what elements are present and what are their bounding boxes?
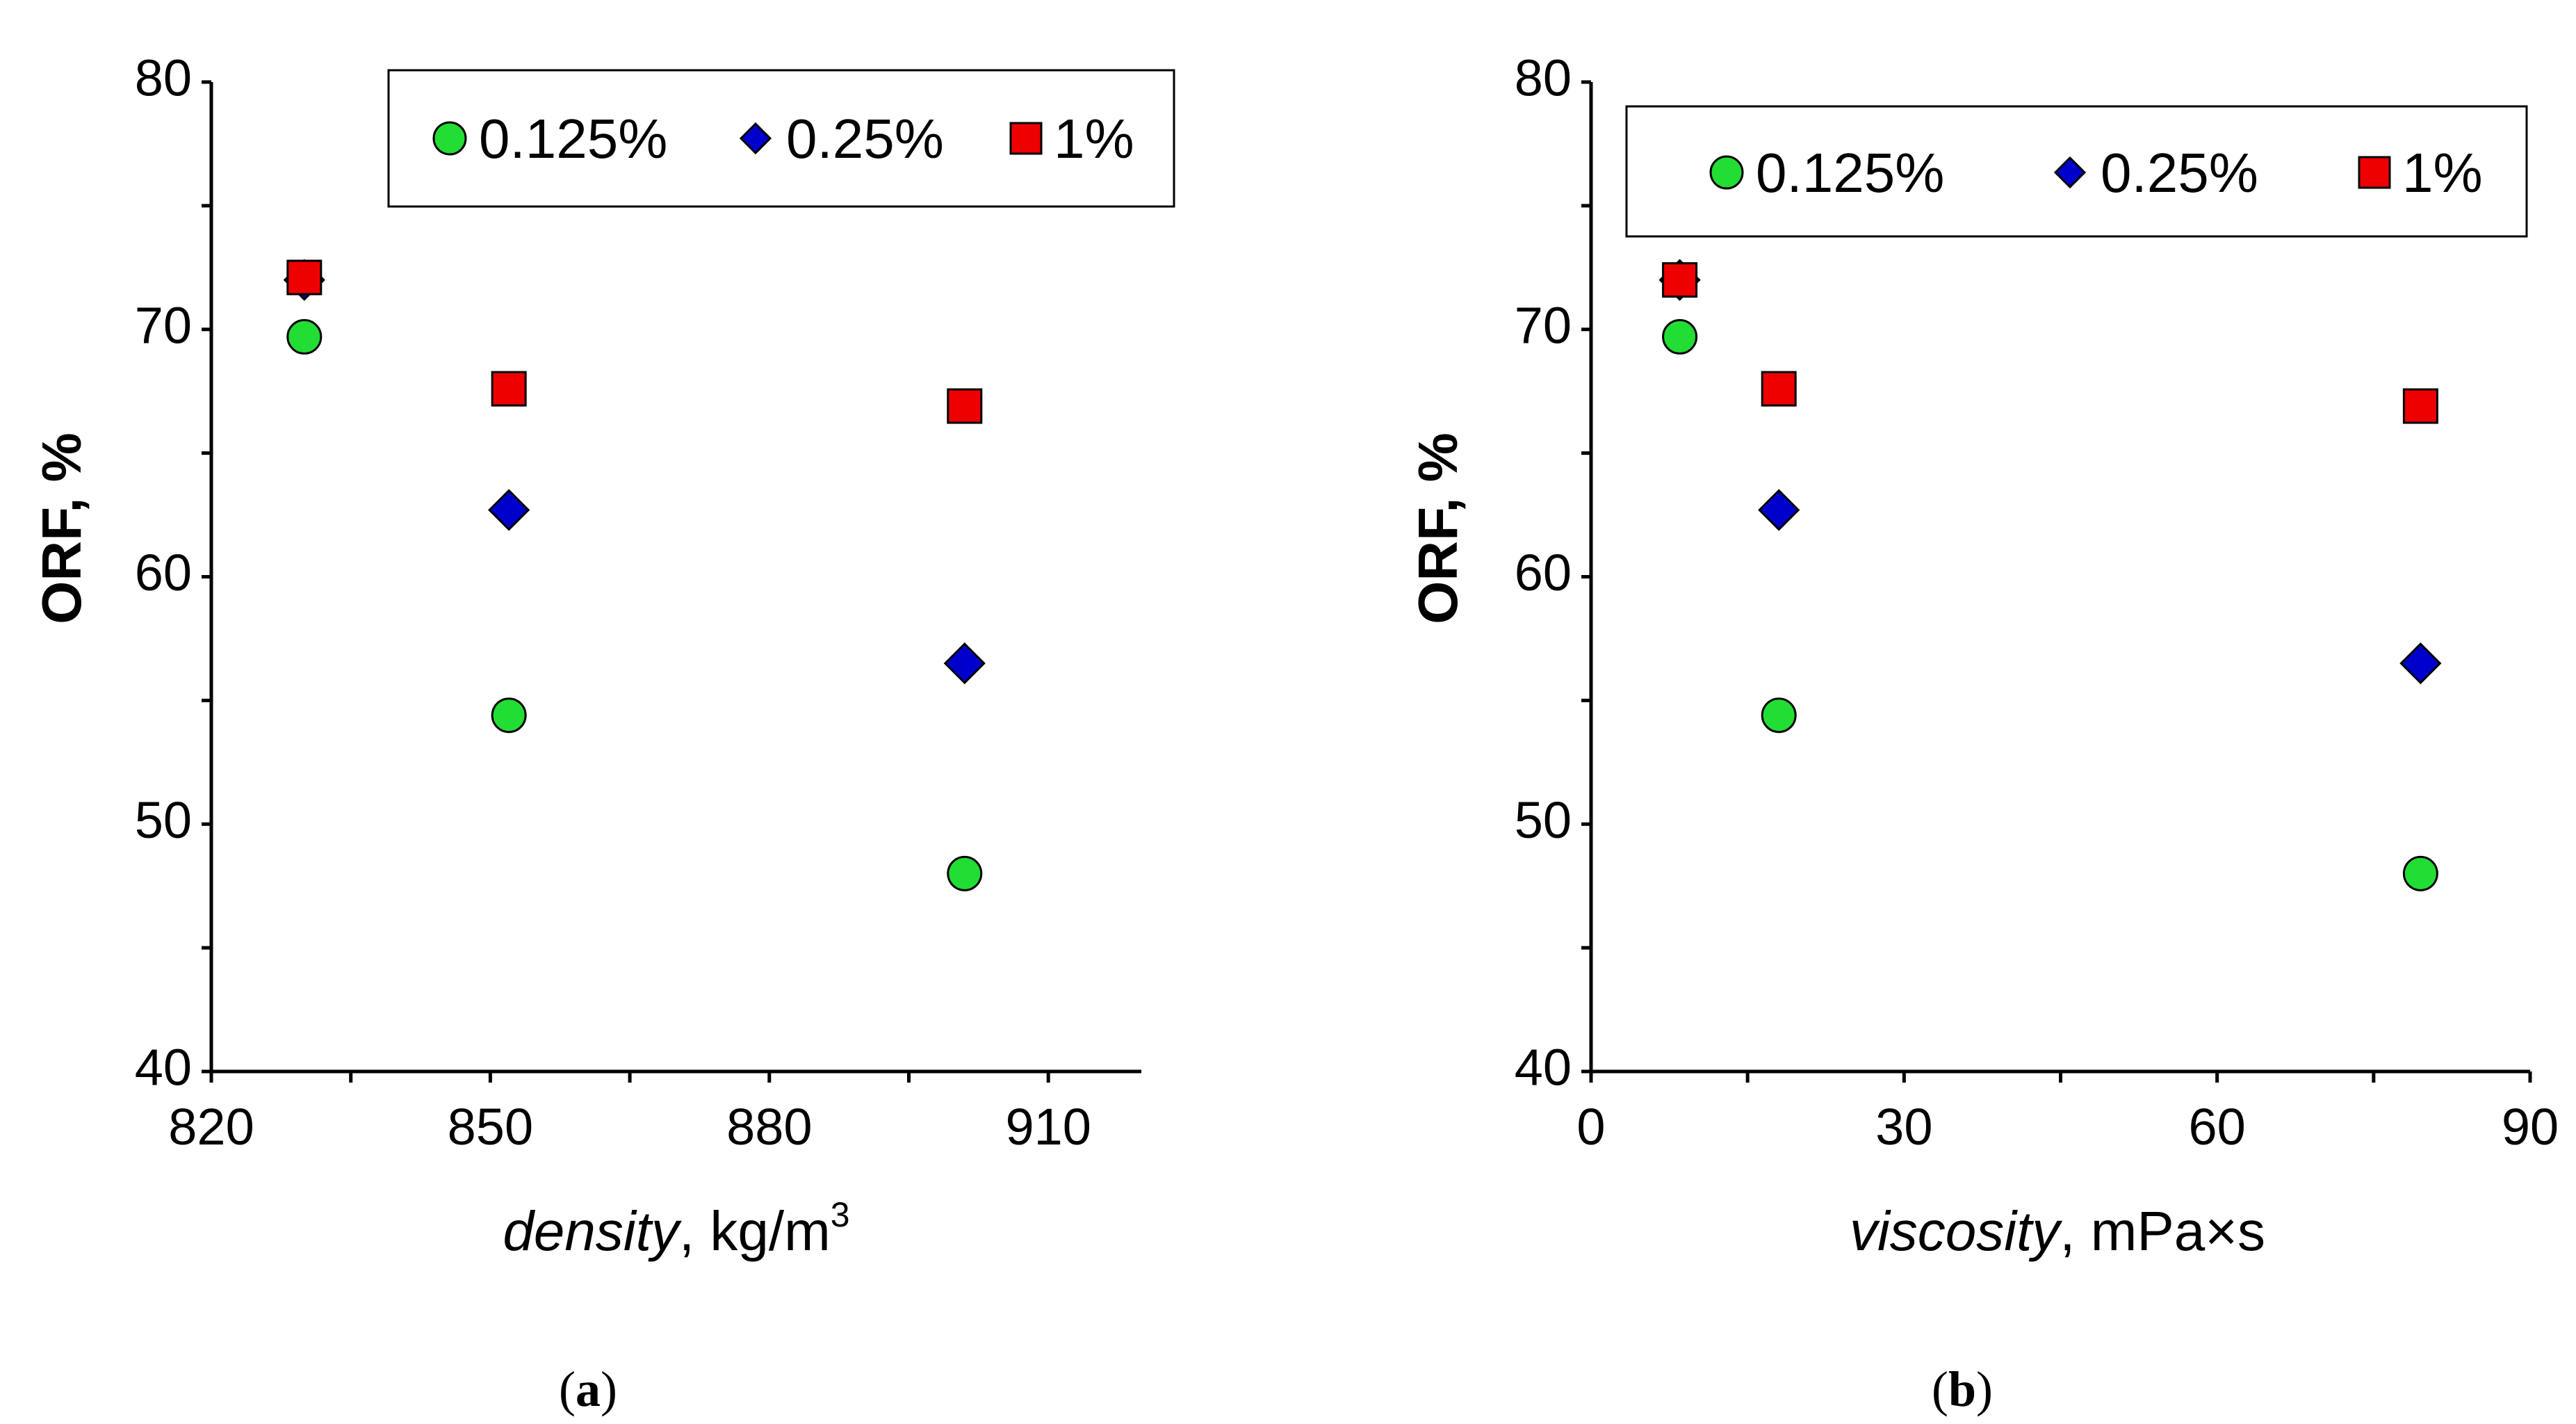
y-tick-label: 60 xyxy=(135,544,192,601)
panel-label-b-close: ) xyxy=(1976,1361,1993,1417)
y-tick-label: 80 xyxy=(1515,49,1572,107)
x-axis-label-unit: , mPa×s xyxy=(2060,1200,2265,1262)
data-point-diamond xyxy=(2399,642,2442,685)
chart-panel-a: 40 50 60 70 80 820 850 880 910 ORF, % density, k… xyxy=(31,49,1175,1417)
legend-marker-diamond xyxy=(739,122,772,155)
ticks xyxy=(1581,80,2532,1083)
x-tick-label: 910 xyxy=(1005,1098,1091,1156)
legend-label-0125: 0.125% xyxy=(1756,142,1944,204)
x-axis-label-superscript: 3 xyxy=(831,1195,850,1234)
x-axis-label: density, kg/m3 xyxy=(503,1195,849,1262)
y-tick-label: 40 xyxy=(135,1039,192,1097)
x-tick-label: 850 xyxy=(448,1098,533,1156)
data-point-circle xyxy=(947,855,983,891)
legend-marker-square xyxy=(2358,156,2391,189)
tick-labels: 40 50 60 70 80 820 850 880 910 xyxy=(135,49,1091,1156)
panel-label-b-open: ( xyxy=(1932,1361,1948,1417)
data-point-circle xyxy=(2402,855,2438,891)
y-tick-label: 50 xyxy=(1515,791,1572,849)
panel-label-b: (b) xyxy=(1932,1361,1993,1417)
data-point-circle xyxy=(491,697,527,734)
data-point-square xyxy=(2402,388,2438,424)
data-point-square xyxy=(1761,371,1797,407)
x-axis-label-unit: , kg/m xyxy=(679,1200,831,1262)
x-tick-label: 30 xyxy=(1875,1098,1932,1156)
data-point-diamond xyxy=(943,642,986,685)
legend-marker-square xyxy=(1009,122,1043,155)
legend-label-1: 1% xyxy=(2402,142,2483,204)
data-point-diamond xyxy=(1758,489,1800,531)
data-point-square xyxy=(947,388,983,424)
data-point-circle xyxy=(1761,697,1797,734)
ticks xyxy=(202,80,1050,1083)
x-axis-label-variable: viscosity xyxy=(1850,1200,2063,1262)
panel-label-a-open: ( xyxy=(559,1361,576,1417)
legend-marker-circle xyxy=(432,121,467,156)
panel-label-a-letter: a xyxy=(576,1361,601,1417)
chart-panel-b: 40 50 60 70 80 0 30 60 90 ORF, % viscosity, mPa×… xyxy=(1407,49,2559,1417)
legend: 0.125% 0.25% 1% xyxy=(1625,105,2528,238)
y-axis-label: ORF, % xyxy=(1407,432,1469,624)
panel-label-b-letter: b xyxy=(1948,1361,1976,1417)
y-tick-label: 40 xyxy=(1515,1039,1572,1097)
data-points xyxy=(1658,259,2442,891)
legend-box xyxy=(387,69,1175,208)
x-axis-label: viscosity, mPa×s xyxy=(1850,1200,2265,1262)
data-point-circle xyxy=(1662,318,1698,355)
legend-marker-diamond xyxy=(2053,156,2087,189)
legend-label-1: 1% xyxy=(1054,108,1134,170)
data-point-diamond xyxy=(488,489,530,531)
y-tick-label: 80 xyxy=(135,49,192,107)
legend-label-0125: 0.125% xyxy=(479,108,667,170)
x-tick-label: 60 xyxy=(2189,1098,2246,1156)
legend-label-025: 0.25% xyxy=(786,108,944,170)
y-tick-label: 70 xyxy=(1515,296,1572,354)
panel-label-a: (a) xyxy=(559,1361,617,1417)
x-axis-label-variable: density xyxy=(503,1200,682,1262)
data-point-circle xyxy=(286,318,323,355)
data-point-square xyxy=(286,259,323,296)
data-point-square xyxy=(1662,262,1698,298)
y-tick-label: 50 xyxy=(135,791,192,849)
y-axis-label: ORF, % xyxy=(31,432,92,624)
data-point-square xyxy=(491,371,527,407)
x-tick-label: 0 xyxy=(1576,1098,1605,1156)
y-tick-label: 60 xyxy=(1515,544,1572,601)
data-points xyxy=(283,259,986,891)
legend-marker-circle xyxy=(1709,155,1744,190)
panel-label-a-close: ) xyxy=(601,1361,617,1417)
legend: 0.125% 0.25% 1% xyxy=(387,69,1175,208)
legend-label-025: 0.25% xyxy=(2101,142,2258,204)
x-tick-label: 880 xyxy=(726,1098,812,1156)
x-tick-label: 90 xyxy=(2502,1098,2559,1156)
y-tick-label: 70 xyxy=(135,296,192,354)
tick-labels: 40 50 60 70 80 0 30 60 90 xyxy=(1515,49,2559,1156)
x-tick-label: 820 xyxy=(168,1098,254,1156)
